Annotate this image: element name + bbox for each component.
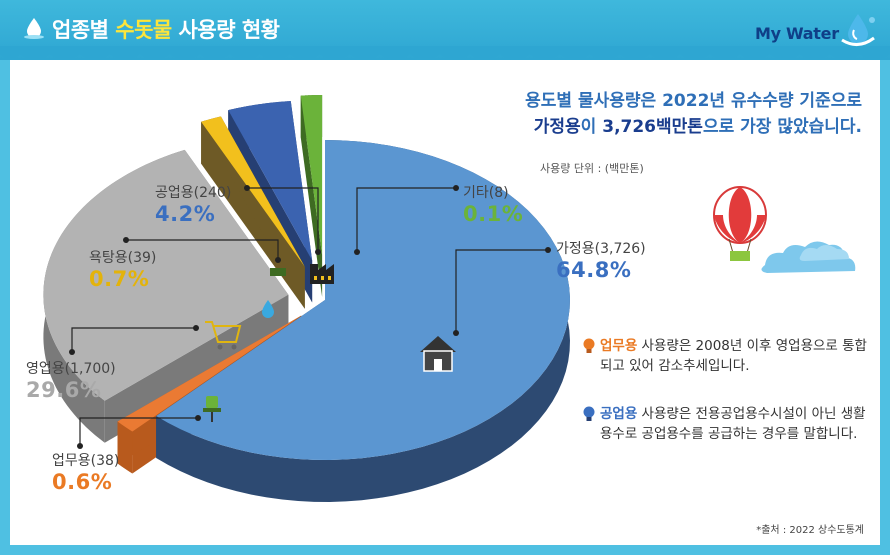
note-industrial: 공업용 사용량은 전용공업용수시설이 아닌 생활용수로 공업용수를 공급하는 경… xyxy=(583,404,870,444)
factory-icon-window xyxy=(321,276,324,280)
leader-business-dot xyxy=(77,443,83,449)
note-industrial-keyword: 공업용 xyxy=(600,406,638,422)
summary-line-1: 용도별 물사용량은 2022년 유수수량 기준으로 xyxy=(525,91,862,111)
leader-industrial-dot xyxy=(244,185,250,191)
leader-industrial-end xyxy=(315,249,321,255)
label-business-percent: 0.6% xyxy=(52,470,113,494)
frame-left xyxy=(0,60,10,555)
leader-commercial-dot xyxy=(69,349,75,355)
house-icon-roof xyxy=(420,336,456,352)
leader-commercial xyxy=(71,327,196,352)
factory-icon-window xyxy=(328,276,331,280)
pie-slice-2-top xyxy=(43,149,289,401)
pie-slice-4-top xyxy=(228,101,313,261)
label-business: 업무용(38) 0.6% xyxy=(52,450,119,494)
frame-bottom xyxy=(0,545,890,555)
leader-bath-dot xyxy=(123,237,129,243)
office-chair-icon-back xyxy=(206,396,218,408)
note-business-text: 사용량은 2008년 이후 영업용으로 통합되고 있어 감소추세입니다. xyxy=(600,338,867,374)
page-title: 업종별 수돗물 사용량 현황 xyxy=(52,18,280,42)
hot-air-balloon-icon xyxy=(713,186,856,273)
shopping-cart-icon-wheel xyxy=(231,344,237,350)
label-other: 기타(8) 0.1% xyxy=(463,182,523,226)
label-bath-percent: 0.7% xyxy=(89,267,150,291)
factory-icon xyxy=(310,264,334,284)
label-commercial: 영업용(1,700) 29.6% xyxy=(26,358,116,402)
header-wave xyxy=(0,46,890,60)
shopping-cart-icon xyxy=(205,321,242,350)
water-drop-icon xyxy=(24,18,44,39)
source-note: *출처 : 2022 상수도통계 xyxy=(756,525,864,536)
factory-icon-body xyxy=(310,264,334,284)
label-household-category: 가정용(3,726) xyxy=(556,241,646,257)
label-household: 가정용(3,726) 64.8% xyxy=(556,238,646,282)
label-bath-category: 욕탕용(39) xyxy=(89,250,157,266)
brand-name: My Water xyxy=(755,24,839,43)
leader-other-dot xyxy=(453,185,459,191)
label-bath: 욕탕용(39) 0.7% xyxy=(89,247,156,291)
label-business-category: 업무용(38) xyxy=(52,453,120,469)
pie-slice-1-rim xyxy=(117,421,133,474)
water-splash-logo-icon xyxy=(841,14,875,46)
frame-right xyxy=(880,60,890,555)
office-chair-icon xyxy=(203,396,221,422)
leader-household-end xyxy=(453,330,459,336)
leader-household-dot xyxy=(545,247,551,253)
lightbulb-icon xyxy=(583,406,595,421)
pie-slice-1-top xyxy=(117,315,302,432)
pie-slice-0-top xyxy=(156,140,570,460)
leader-bath xyxy=(126,239,279,260)
shower-icon-box xyxy=(270,268,286,276)
house-icon-door xyxy=(434,359,442,371)
pie-slice-5-top xyxy=(300,95,323,256)
leader-other-end xyxy=(354,249,360,255)
leader-industrial xyxy=(247,187,319,252)
label-commercial-percent: 29.6% xyxy=(26,378,102,402)
leader-other xyxy=(356,187,456,252)
pie-slice-3-top xyxy=(201,116,305,267)
note-business-keyword: 업무용 xyxy=(600,338,638,354)
label-industrial-category: 공업용(240) xyxy=(155,185,232,201)
label-industrial: 공업용(240) 4.2% xyxy=(155,182,231,226)
pie-slice-5 xyxy=(300,95,323,298)
leader-business-end xyxy=(195,415,201,421)
shower-icon-drop xyxy=(262,300,274,318)
label-household-percent: 64.8% xyxy=(556,258,632,282)
shower-icon xyxy=(262,268,286,318)
pie-slice-2 xyxy=(43,149,289,443)
house-icon xyxy=(420,336,456,372)
unit-label: 사용량 단위 : (백만톤) xyxy=(540,162,644,175)
summary-line-2: 가정용이 3,726백만톤으로 가장 많았습니다. xyxy=(533,117,862,137)
label-commercial-category: 영업용(1,700) xyxy=(26,361,116,377)
label-other-category: 기타(8) xyxy=(463,185,509,201)
shopping-cart-icon-wheel xyxy=(217,344,223,350)
pie-slice-0-rim xyxy=(156,140,570,502)
pie-slice-5-wall-start xyxy=(300,95,323,298)
note-industrial-text: 사용량은 전용공업용수시설이 아닌 생활용수로 공업용수를 공급하는 경우를 말… xyxy=(600,406,866,442)
leader-commercial-end xyxy=(193,325,199,331)
shopping-cart-icon-frame xyxy=(205,321,242,343)
label-other-percent: 0.1% xyxy=(463,202,524,226)
factory-icon-window xyxy=(314,276,317,280)
leader-business xyxy=(79,417,198,446)
label-industrial-percent: 4.2% xyxy=(155,202,216,226)
office-chair-icon-seat xyxy=(203,408,221,412)
pie-slice-3 xyxy=(201,116,305,309)
leader-bath-end xyxy=(275,257,281,263)
leader-household xyxy=(455,249,548,333)
lightbulb-icon xyxy=(583,338,595,353)
note-business: 업무용 사용량은 2008년 이후 영업용으로 통합되고 있어 감소추세입니다. xyxy=(583,336,870,376)
